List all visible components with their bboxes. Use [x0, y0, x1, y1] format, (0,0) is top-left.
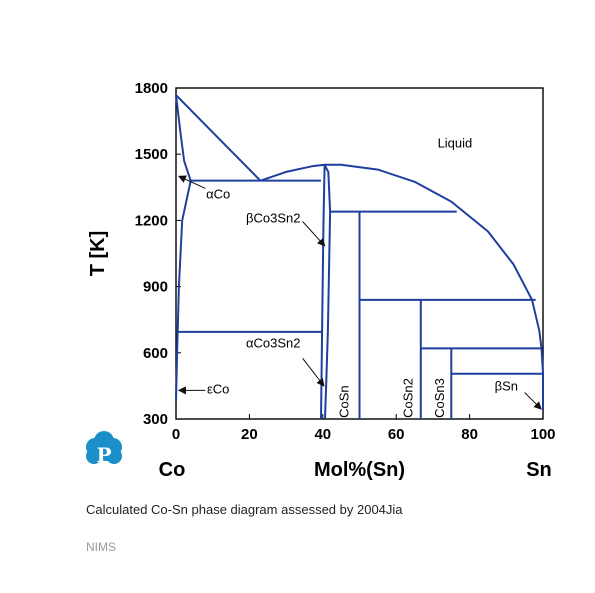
credit-label: NIMS [86, 540, 116, 554]
end-label-left: Co [159, 459, 186, 481]
x-tick-label: 80 [461, 426, 478, 443]
alpha-co3sn2-arrow [302, 358, 325, 387]
x-tick-label: 100 [530, 426, 555, 443]
y-tick-label: 900 [143, 279, 168, 296]
y-tick-label: 300 [143, 411, 168, 428]
x-tick-label: 60 [388, 426, 405, 443]
phase-label: CoSn [336, 385, 351, 418]
phase-label: Liquid [438, 136, 473, 151]
y-tick-label: 600 [143, 345, 168, 362]
phase-label: βCo3Sn2 [246, 211, 300, 226]
y-axis-label: T [K] [87, 231, 109, 277]
phase-label: βSn [495, 378, 518, 393]
x-tick-label: 40 [314, 426, 331, 443]
beta-sn-arrow [524, 392, 542, 410]
end-label-right: Sn [526, 459, 552, 481]
co3sn2-left [320, 165, 326, 420]
phase-label: CoSn3 [432, 378, 447, 418]
y-tick-label: 1200 [135, 212, 168, 229]
phase-label: εCo [207, 382, 229, 397]
phase-label: αCo [206, 186, 230, 201]
liquidus-co-side [175, 94, 262, 182]
logo-icon: P [86, 431, 122, 467]
beta-co3sn2-arrow [302, 221, 326, 247]
alpha-co-lower [175, 180, 192, 402]
logo-letter: P [96, 443, 111, 467]
y-tick-label: 1800 [135, 80, 168, 97]
phase-label: CoSn2 [401, 378, 416, 418]
alpha-co-solvus [175, 94, 192, 182]
x-tick-label: 0 [172, 426, 180, 443]
x-axis-label: Mol%(Sn) [314, 459, 405, 481]
co3sn2-right [323, 164, 332, 420]
alpha-co-arrow [178, 175, 206, 189]
phase-diagram-chart: P 0 20 40 60 80 100 300 600 900 1200 1500 1800 T [K]… [86, 80, 556, 481]
y-tick-label: 1500 [135, 146, 168, 163]
figure-caption: Calculated Co-Sn phase diagram assessed … [86, 502, 403, 517]
liquidus-dome [260, 163, 544, 374]
phase-label: αCo3Sn2 [246, 335, 301, 350]
x-tick-label: 20 [241, 426, 258, 443]
